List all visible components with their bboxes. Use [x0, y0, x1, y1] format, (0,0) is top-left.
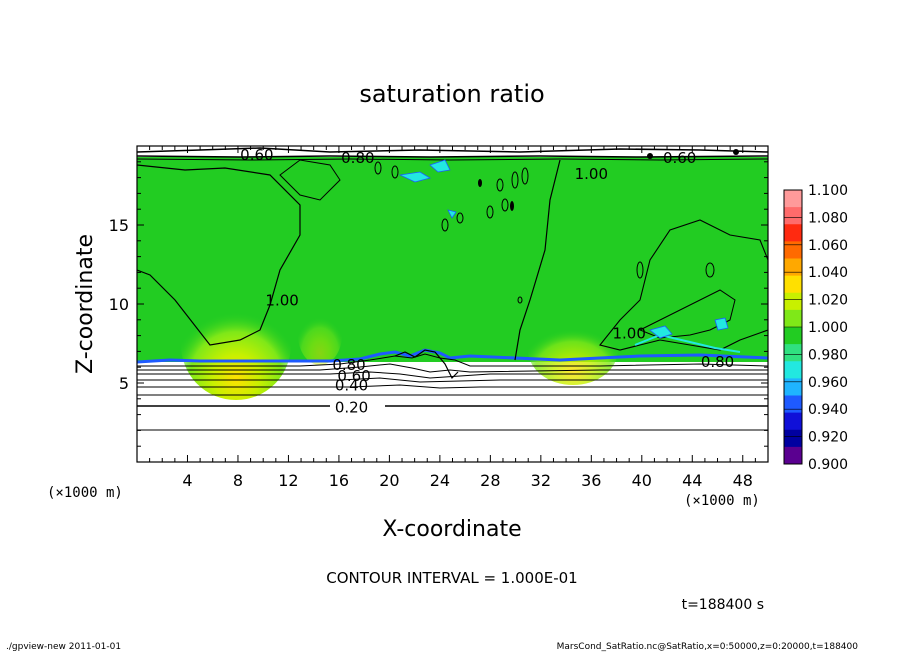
x-tick-label: 12 — [278, 471, 298, 490]
colorbar-segment — [784, 258, 802, 277]
colorbar-label: 1.020 — [808, 293, 848, 309]
contour-0.50 — [137, 377, 768, 383]
contour-1.00-right — [599, 219, 768, 351]
colorbar: 1.100 1.080 1.060 1.040 1.020 1.000 0.980 0.960… — [783, 183, 848, 473]
terrain-bump — [394, 349, 459, 380]
contour-label: 0.80 — [332, 356, 365, 374]
x-axis-label: X-coordinate — [382, 517, 521, 542]
time-label: t=188400 s — [682, 597, 764, 613]
plot-area: 0.60 0.801.000.601.001.000.800.600.400.20… — [137, 146, 768, 462]
contour-right-inner — [638, 289, 736, 339]
x-tick-label: 44 — [682, 471, 702, 490]
contour-1.00-blob-upper — [279, 159, 341, 201]
contour-label: 1.00 — [612, 324, 645, 342]
contour-label: 0.80 — [341, 149, 374, 167]
contour-label: 0.80 — [701, 353, 734, 371]
top-contour-1 — [137, 147, 768, 153]
contour-0.60 — [137, 371, 768, 379]
subsaturated-patches — [398, 159, 729, 339]
contour-1.00-middle — [514, 159, 561, 361]
footer-left: ./gpview-new 2011-01-01 — [6, 642, 122, 652]
x-tick-label: 16 — [329, 471, 349, 490]
colorbar-segment — [784, 412, 802, 431]
x-axis: 4 8 12 16 20 24 28 32 36 40 44 48 — [149, 146, 756, 490]
contour-0.70 — [137, 363, 768, 373]
colorbar-label: 1.080 — [808, 210, 848, 226]
colorbar-segment — [784, 378, 802, 396]
colorbar-label: 0.940 — [808, 402, 848, 418]
colorbar-label: 1.100 — [808, 183, 848, 199]
contour-right-subsaturated — [634, 333, 741, 353]
x-tick-label: 8 — [233, 471, 243, 490]
x-unit-right: (×1000 m) — [684, 493, 760, 509]
colorbar-label: 1.040 — [808, 265, 848, 281]
x-tick-label: 28 — [480, 471, 500, 490]
x-tick-label: 4 — [182, 471, 192, 490]
colorbar-segment — [784, 344, 802, 362]
contour-1.00-left — [137, 164, 301, 346]
x-tick-label: 40 — [632, 471, 652, 490]
top-contour-3 — [137, 158, 768, 161]
contour-0.40 — [137, 384, 768, 389]
y-axis-label: Z-coordinate — [73, 234, 98, 374]
colorbar-segment — [784, 361, 802, 379]
y-tick-label: 15 — [109, 216, 129, 235]
contour-label: 1.00 — [265, 291, 298, 309]
contour-label-layer: 0.60 0.801.000.601.001.000.800.600.400.20… — [240, 146, 734, 417]
colorbar-segment — [784, 292, 802, 311]
cloud-cell-dots-fill — [478, 149, 739, 211]
y-axis: 5 10 15 — [109, 161, 768, 447]
x-tick-label: 20 — [379, 471, 399, 490]
colorbar-segment — [784, 446, 802, 465]
colorbar-label: 0.900 — [808, 457, 848, 473]
colorbar-segment — [784, 224, 802, 242]
top-contour-2 — [137, 155, 768, 158]
x-tick-label: 48 — [733, 471, 753, 490]
x-unit-left: (×1000 m) — [47, 485, 123, 501]
warm-patch-left — [181, 290, 291, 400]
colorbar-segment — [784, 327, 802, 345]
colorbar-segment — [784, 190, 802, 208]
x-tick-label: 32 — [531, 471, 551, 490]
colorbar-label: 0.960 — [808, 375, 848, 391]
colorbar-segment — [784, 395, 802, 414]
contour-label: 0.20 — [335, 399, 368, 417]
colorbar-label: 1.060 — [808, 238, 848, 254]
colorbar-segment — [784, 309, 802, 328]
contour-label: 1.00 — [575, 165, 608, 183]
y-tick-label: 10 — [109, 295, 129, 314]
colorbar-label: 0.920 — [808, 430, 848, 446]
contour-interval: CONTOUR INTERVAL = 1.000E-01 — [326, 569, 577, 587]
warm-patch-right — [528, 315, 618, 385]
warm-patch-mid — [298, 305, 342, 365]
cloud-cell-dots — [374, 161, 715, 304]
contour-label: 0.60 — [663, 149, 696, 167]
colorbar-segment — [784, 275, 802, 294]
contour-label: 0.60 — [337, 367, 370, 385]
footer-right: MarsCond_SatRatio.nc@SatRatio,x=0:50000,… — [556, 642, 858, 652]
y-tick-label: 5 — [119, 374, 129, 393]
x-tick-label: 24 — [430, 471, 450, 490]
contour-label: 0.40 — [335, 377, 368, 395]
x-tick-label: 36 — [581, 471, 601, 490]
colorbar-label: 1.000 — [808, 320, 848, 336]
contour-0.80 — [137, 353, 768, 367]
colorbar-segment — [784, 241, 802, 259]
contour-label: 0.60 — [240, 146, 273, 164]
colorbar-segment — [784, 429, 802, 448]
colorbar-label: 0.980 — [808, 347, 848, 363]
colorbar-segment — [784, 207, 802, 225]
chart-title: saturation ratio — [359, 80, 544, 108]
